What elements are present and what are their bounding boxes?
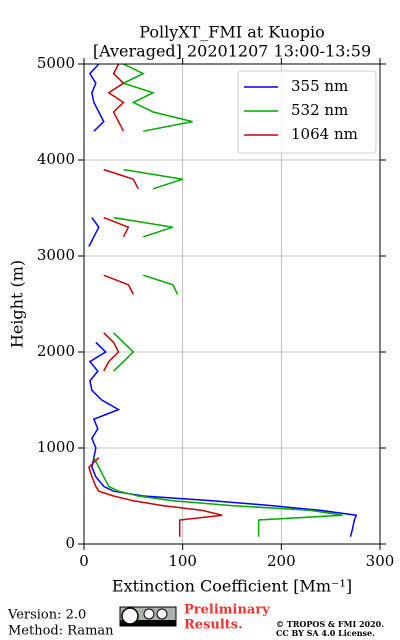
data-line (113, 216, 174, 238)
data-line (142, 274, 179, 295)
preliminary: Preliminary (184, 603, 270, 618)
data-line (88, 63, 105, 132)
legend-label: 355 nm (291, 77, 348, 95)
copyright: © TROPOS & FMI 2020. (276, 619, 384, 629)
cc-logo (119, 606, 177, 627)
data-line (103, 168, 139, 190)
data-line (93, 457, 343, 537)
data-line (88, 341, 358, 537)
version: Version: 2.0 (7, 608, 86, 623)
data-line (103, 274, 135, 295)
preliminary: Results. (184, 618, 243, 633)
y-tick-label: 2000 (37, 342, 75, 360)
data-line (88, 217, 100, 247)
plot-frame (83, 63, 381, 545)
legend-label: 1064 nm (291, 125, 358, 143)
y-tick-label: 4000 (37, 150, 75, 168)
data-line (88, 457, 223, 537)
method: Method: Raman (8, 624, 114, 639)
x-axis-label: Extinction Coefficient [Mm⁻¹] (112, 577, 352, 596)
chart-subtitle: [Averaged] 20201207 13:00-13:59 (93, 42, 371, 61)
chart-title: PollyXT_FMI at Kuopio (139, 23, 325, 42)
legend-box (237, 70, 377, 154)
y-tick-label: 5000 (37, 54, 75, 72)
data-line (103, 216, 130, 238)
x-tick-label: 300 (366, 552, 395, 570)
data-line (121, 63, 193, 132)
x-tick-label: 200 (267, 552, 296, 570)
y-tick-label: 1000 (37, 438, 75, 456)
legend-label: 532 nm (291, 101, 348, 119)
y-axis-label: Height (m) (8, 260, 27, 348)
x-tick-label: 0 (79, 552, 89, 570)
data-line (123, 168, 183, 190)
data-line (107, 63, 125, 132)
y-tick-label: 3000 (37, 246, 75, 264)
copyright: CC BY SA 4.0 License. (276, 628, 375, 638)
y-tick-label: 0 (65, 534, 75, 552)
data-line (103, 332, 120, 372)
x-tick-label: 100 (168, 552, 197, 570)
data-line (113, 332, 135, 372)
